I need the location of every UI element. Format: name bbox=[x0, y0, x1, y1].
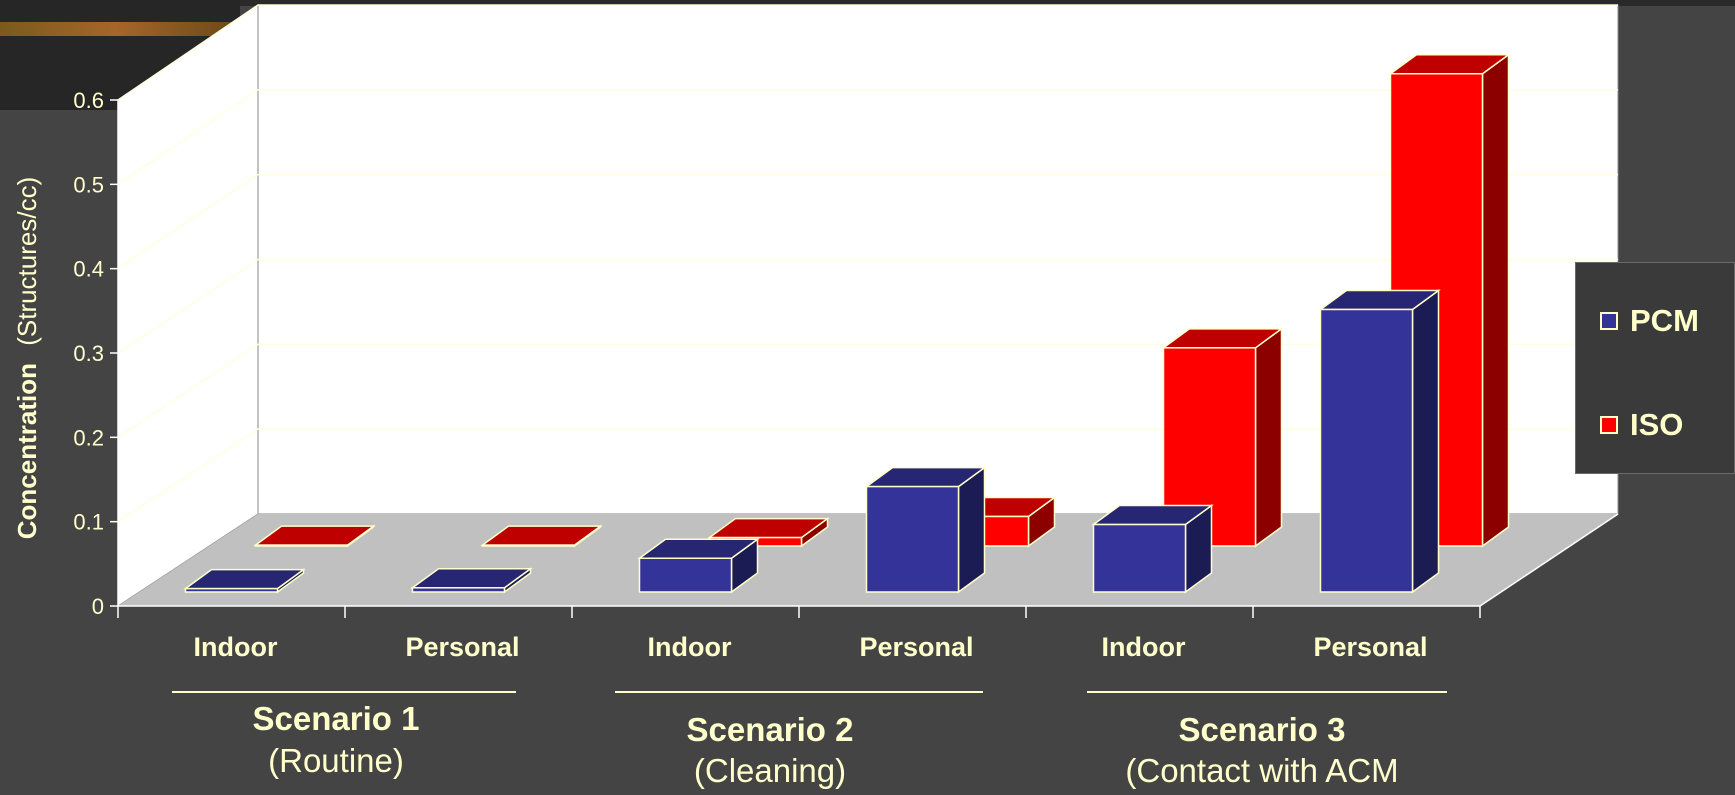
y-axis-label-unit: (Structures/cc) bbox=[12, 177, 42, 346]
x-category-label: Indoor bbox=[1102, 632, 1186, 662]
legend: PCM ISO bbox=[1575, 262, 1735, 474]
gridline bbox=[117, 258, 1618, 354]
legend-swatch-pcm bbox=[1600, 312, 1618, 330]
bar-pcm-0-front bbox=[184, 587, 279, 593]
scenario-subtitle: (Contact with ACM bbox=[1125, 752, 1398, 789]
x-category-label: Indoor bbox=[194, 632, 278, 662]
legend-label-pcm: PCM bbox=[1630, 303, 1699, 338]
depth-axis-line bbox=[1479, 513, 1619, 607]
bar-pcm-1 bbox=[410, 567, 533, 594]
bar-pcm-1-front bbox=[411, 587, 506, 593]
y-tick-label: 0.2 bbox=[73, 425, 104, 450]
y-tick-labels: 0 0.1 0.2 0.3 0.4 0.5 0.6 bbox=[73, 88, 104, 619]
bar-iso-4-side bbox=[1254, 327, 1283, 548]
y-tick-label: 0 bbox=[92, 594, 104, 619]
gridline bbox=[117, 89, 1618, 185]
bar-iso-0-front bbox=[254, 544, 349, 547]
y-tick-label: 0.1 bbox=[73, 510, 104, 535]
bar-pcm-2 bbox=[637, 537, 760, 594]
scenario-subtitle: (Routine) bbox=[268, 742, 404, 779]
y-axis-label-bold: Concentration bbox=[12, 363, 42, 539]
bar-pcm-4-front bbox=[1092, 523, 1187, 593]
y-tick-label: 0.5 bbox=[73, 172, 104, 197]
scenario-title: Scenario 3 bbox=[1179, 711, 1346, 748]
top-bar bbox=[0, 0, 1735, 6]
bar-iso-5-side bbox=[1481, 53, 1510, 548]
y-tick-label: 0.3 bbox=[73, 341, 104, 366]
bar-pcm-5-front bbox=[1319, 308, 1414, 593]
x-category-label: Personal bbox=[859, 632, 973, 662]
bar-pcm-2-front bbox=[638, 557, 733, 593]
axes bbox=[110, 99, 1619, 618]
bar-pcm-3 bbox=[864, 466, 987, 594]
scenario-title: Scenario 1 bbox=[253, 700, 420, 737]
x-category-labels: Indoor Personal Indoor Personal Indoor Person… bbox=[194, 632, 1428, 662]
scenario-labels: Scenario 1 (Routine) Scenario 2 (Cleaning) S… bbox=[172, 691, 1447, 789]
bar-iso-0 bbox=[253, 524, 376, 548]
bar-pcm-5 bbox=[1318, 289, 1441, 594]
legend-item-iso: ISO bbox=[1600, 407, 1683, 443]
bar-pcm-4 bbox=[1091, 504, 1214, 594]
gridline bbox=[117, 4, 1618, 101]
bar-pcm-5-side bbox=[1411, 289, 1440, 594]
y-tick-label: 0.4 bbox=[73, 257, 104, 282]
legend-swatch-iso bbox=[1600, 416, 1618, 434]
bar-iso-1-front bbox=[481, 544, 576, 547]
bar-pcm-0 bbox=[183, 568, 306, 594]
bars bbox=[183, 53, 1511, 594]
x-category-label: Personal bbox=[1313, 632, 1427, 662]
bar-iso-1 bbox=[480, 524, 603, 548]
x-category-label: Personal bbox=[405, 632, 519, 662]
x-category-label: Indoor bbox=[648, 632, 732, 662]
gridline bbox=[117, 173, 1618, 270]
legend-item-pcm: PCM bbox=[1600, 303, 1699, 339]
y-axis-label: Concentration (Structures/cc) bbox=[12, 177, 42, 540]
gridline bbox=[117, 343, 1618, 438]
bar-pcm-3-front bbox=[865, 485, 960, 593]
scenario-subtitle: (Cleaning) bbox=[694, 752, 846, 789]
y-tick-label: 0.6 bbox=[73, 88, 104, 113]
legend-label-iso: ISO bbox=[1630, 407, 1684, 442]
bar-pcm-3-side bbox=[957, 466, 986, 594]
scenario-title: Scenario 2 bbox=[687, 711, 854, 748]
